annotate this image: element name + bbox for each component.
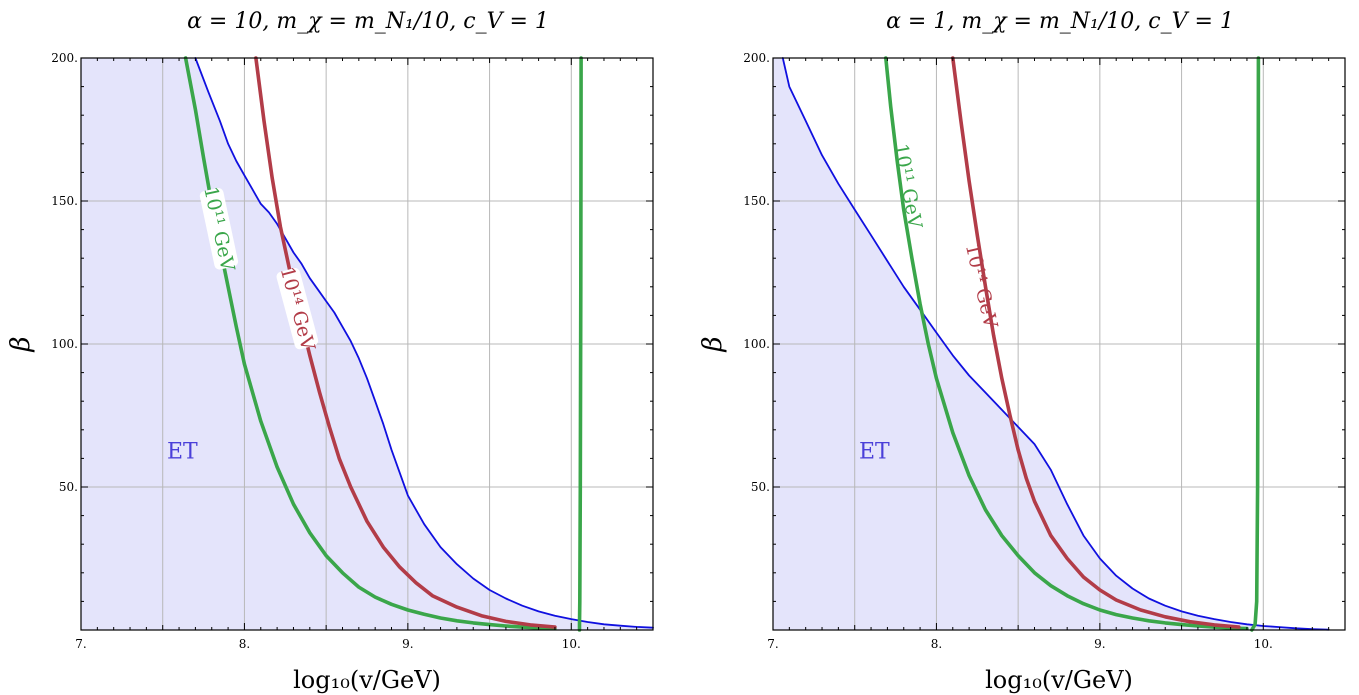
left-series-10-gev <box>254 56 557 629</box>
left-ytick-label-3: 200. <box>51 51 78 65</box>
left-xtick-label-3: 10. <box>562 637 581 651</box>
left-chart-title: α = 10, m_χ = m_N₁/10, c_V = 1 <box>187 9 549 34</box>
right-chart-title: α = 1, m_χ = m_N₁/10, c_V = 1 <box>886 9 1234 34</box>
right-chart-panel: α = 1, m_χ = m_N₁/10, c_V = 1 β log₁₀(v/… <box>698 9 1346 694</box>
right-chart-ylabel: β <box>698 336 728 352</box>
left-ytick-label-1: 100. <box>51 337 78 351</box>
right-xtick-label-3: 10. <box>1254 637 1273 651</box>
left-ytick-label-2: 150. <box>51 194 78 208</box>
left-xtick-label-2: 9. <box>402 637 413 651</box>
right-et-region-label: ET <box>859 439 890 464</box>
right-xtick-label-2: 9. <box>1094 637 1105 651</box>
right-chart-xlabel: log₁₀(v/GeV) <box>985 666 1133 694</box>
right-xtick-label-1: 8. <box>931 637 942 651</box>
left-curve-label-bg-0 <box>199 188 239 270</box>
right-curve-label-0: 10¹¹ GeV <box>889 142 926 230</box>
left-xtick-label-1: 8. <box>239 637 250 651</box>
left-ytick-label-0: 50. <box>59 480 78 494</box>
right-curve-label-text-1: 10¹⁴ GeV <box>961 242 1002 331</box>
right-ytick-label-0: 50. <box>751 480 770 494</box>
left-series-vertical <box>577 56 583 632</box>
left-chart-ylabel: β <box>6 336 36 352</box>
right-ytick-label-3: 200. <box>743 51 770 65</box>
right-xtick-label-0: 7. <box>767 637 778 651</box>
right-series-10-gev <box>884 56 1249 631</box>
right-plot-area: 10¹¹ GeV 10¹⁴ GeV ET <box>773 56 1345 632</box>
left-chart-xlabel: log₁₀(v/GeV) <box>293 666 441 694</box>
left-chart-panel: α = 10, m_χ = m_N₁/10, c_V = 1 β log₁₀(v… <box>6 9 654 694</box>
right-series-10-gev <box>951 56 1241 629</box>
right-ytick-label-2: 150. <box>743 194 770 208</box>
left-series-et <box>194 57 654 629</box>
right-ytick-label-1: 100. <box>743 337 770 351</box>
right-series-et <box>781 57 1330 631</box>
right-curve-label-1: 10¹⁴ GeV <box>961 242 1002 331</box>
right-curve-label-text-0: 10¹¹ GeV <box>889 142 926 230</box>
right-series-vertical <box>1250 56 1261 632</box>
left-curve-label-bg-1 <box>276 268 319 350</box>
left-xtick-label-0: 7. <box>75 637 86 651</box>
left-et-region-label: ET <box>167 439 198 464</box>
